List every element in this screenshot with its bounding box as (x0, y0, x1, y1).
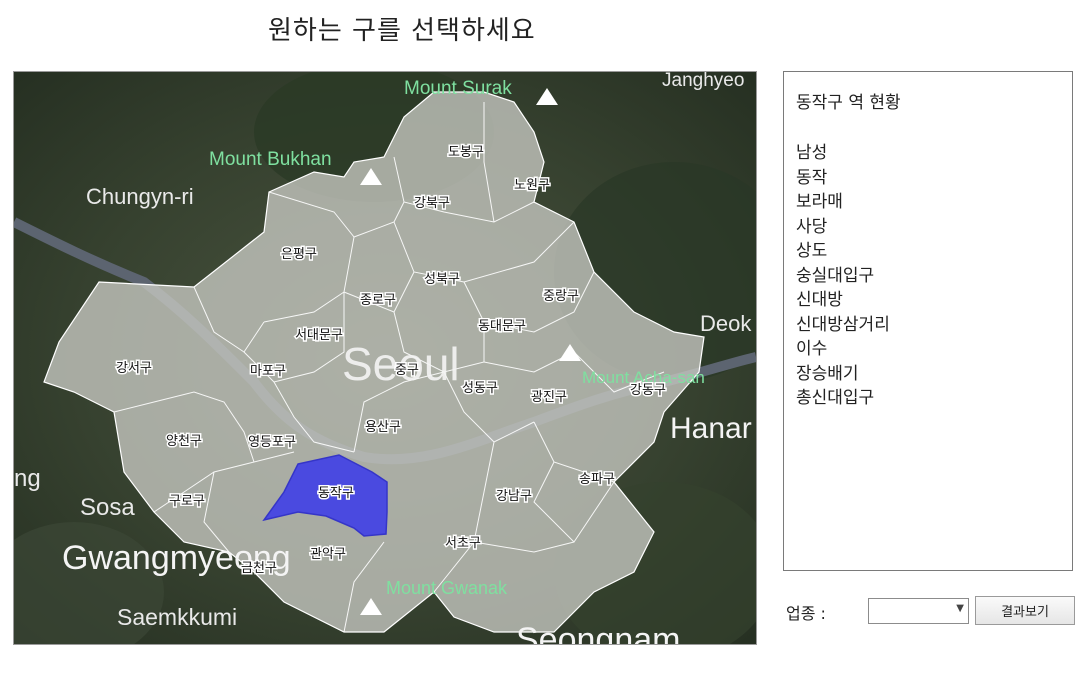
district-label-seocho[interactable]: 서초구 (444, 535, 483, 553)
place-label-chungyn-ri: Chungyn-ri (86, 184, 194, 209)
district-borders (113, 102, 665, 633)
station-item: 신대방삼거리 (796, 314, 890, 335)
district-label-guro[interactable]: 구로구 (168, 493, 207, 511)
station-item: 동작 (796, 167, 828, 188)
place-label-saemkkumi: Saemkkumi (117, 604, 237, 630)
station-item: 총신대입구 (796, 388, 875, 408)
station-item: 상도 (796, 241, 828, 261)
station-list: 남성 동작 보라매 사당 상도 숭실대입구 신대방 신대방삼거리 이수 장승배기… (796, 141, 1060, 411)
place-label-ing: ng (14, 465, 41, 492)
district-label-jung[interactable]: 중구 (394, 362, 421, 380)
district-label-dongdaemun[interactable]: 동대문구 (477, 318, 528, 336)
station-item: 사당 (796, 216, 828, 237)
view-results-button[interactable]: 결과보기 (975, 596, 1075, 625)
district-label-gangnam[interactable]: 강남구 (495, 488, 534, 506)
district-label-yongsan[interactable]: 용산구 (364, 419, 403, 437)
place-label-deok: Deok (700, 311, 752, 336)
district-label-yeongdeungpo[interactable]: 영등포구 (247, 434, 298, 452)
station-item: 보라매 (796, 192, 843, 212)
place-label-mount-surak: Mount Surak (404, 78, 512, 99)
district-label-eunpyeong[interactable]: 은평구 (280, 246, 319, 264)
place-label-sosa: Sosa (80, 494, 135, 521)
district-label-gwanak[interactable]: 관악구 (309, 546, 348, 564)
mountain-icon (536, 88, 558, 105)
station-item: 숭실대입구 (796, 265, 875, 286)
place-label-seoul: Seoul (342, 338, 460, 390)
station-item: 장승배기 (796, 363, 859, 384)
district-label-jungnang[interactable]: 중랑구 (542, 288, 581, 306)
district-label-gangseo[interactable]: 강서구 (115, 360, 154, 378)
station-item: 이수 (796, 339, 828, 359)
mountain-icon (559, 344, 581, 361)
map-canvas[interactable]: Mount Surak Janghyeo Mount Bukhan Chungy… (14, 72, 756, 644)
district-label-gangbuk[interactable]: 강북구 (413, 195, 452, 213)
place-label-seongnam: Seongnam (516, 621, 680, 644)
mountain-icon (360, 598, 382, 615)
chevron-down-icon: ▼ (956, 603, 964, 614)
district-label-gwangjin[interactable]: 광진구 (530, 389, 569, 407)
district-shape-dongjak[interactable] (262, 454, 388, 537)
district-label-gangdong[interactable]: 강동구 (629, 382, 668, 400)
forest-patch (14, 522, 164, 644)
station-item: 신대방 (796, 290, 843, 310)
district-label-songpa[interactable]: 송파구 (578, 471, 617, 489)
station-item: 남성 (796, 143, 828, 163)
category-select[interactable]: ▼ (868, 598, 969, 624)
place-label-mount-bukhan: Mount Bukhan (209, 149, 332, 170)
place-label-mount-acha-san: Mount Acha-san (582, 368, 705, 387)
district-label-nowon[interactable]: 노원구 (513, 177, 552, 195)
district-label-seongdong[interactable]: 성동구 (461, 380, 500, 398)
district-label-seodaemun[interactable]: 서대문구 (294, 327, 345, 345)
seoul-district-map[interactable]: Mount Surak Janghyeo Mount Bukhan Chungy… (13, 71, 757, 645)
mountain-markers (360, 88, 581, 615)
district-label-mapo[interactable]: 마포구 (249, 363, 288, 381)
district-label-geumcheon[interactable]: 금천구 (240, 560, 279, 578)
station-info-panel: 동작구 역 현황 남성 동작 보라매 사당 상도 숭실대입구 신대방 신대방삼거… (783, 71, 1073, 571)
category-label: 업종 : (786, 604, 826, 623)
district-label-dobong[interactable]: 도봉구 (447, 144, 486, 162)
district-label-jongno[interactable]: 종로구 (359, 292, 398, 310)
place-label-mount-gwanak: Mount Gwanak (386, 578, 508, 598)
district-label-seongbuk[interactable]: 성북구 (423, 271, 462, 289)
mountain-icon (360, 168, 382, 185)
place-label-hanam: Hanar (670, 412, 752, 445)
place-label-janghyeon: Janghyeo (662, 72, 744, 91)
place-label-gwangmyeong: Gwangmyeong (62, 539, 291, 577)
district-label-dongjak[interactable]: 동작구 (317, 485, 356, 503)
district-label-yangcheon[interactable]: 양천구 (165, 433, 204, 451)
page-title: 원하는 구를 선택하세요 (268, 16, 536, 46)
info-panel-title: 동작구 역 현황 (796, 93, 901, 113)
